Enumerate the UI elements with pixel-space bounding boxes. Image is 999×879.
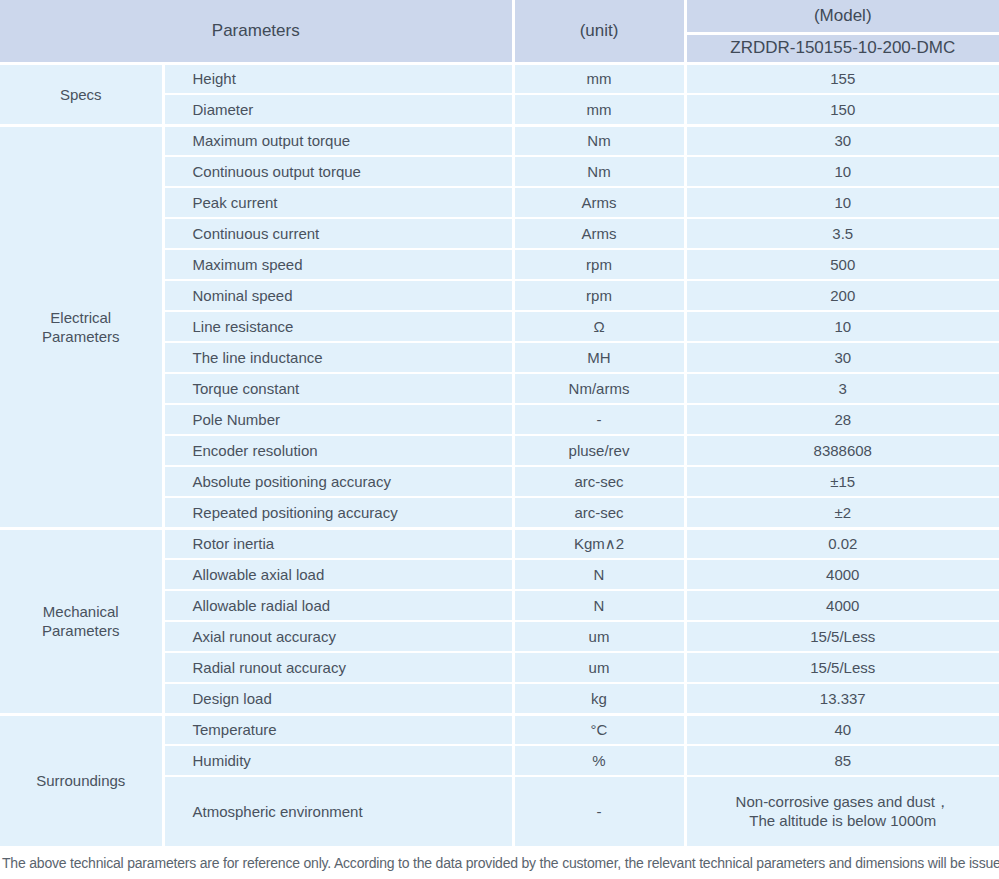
unit-cell: Ω <box>513 311 685 342</box>
unit-cell: Arms <box>513 187 685 218</box>
unit-cell: mm <box>513 63 685 94</box>
unit-cell: kg <box>513 683 685 714</box>
unit-cell: Nm <box>513 156 685 187</box>
value-cell: 15/5/Less <box>685 621 999 652</box>
value-cell: 150 <box>685 94 999 125</box>
param-cell: Diameter <box>163 94 513 125</box>
unit-cell: °C <box>513 714 685 745</box>
spec-sheet: Parameters (unit) (Model) ZRDDR-150155-1… <box>0 0 999 871</box>
value-cell: 155 <box>685 63 999 94</box>
param-cell: Axial runout accuracy <box>163 621 513 652</box>
value-cell: 85 <box>685 745 999 776</box>
unit-cell: % <box>513 745 685 776</box>
section-label: Electrical Parameters <box>0 125 163 528</box>
param-cell: The line inductance <box>163 342 513 373</box>
unit-cell: um <box>513 652 685 683</box>
unit-cell: - <box>513 404 685 435</box>
value-cell: ±15 <box>685 466 999 497</box>
param-cell: Torque constant <box>163 373 513 404</box>
param-cell: Repeated positioning accuracy <box>163 497 513 528</box>
value-cell: 4000 <box>685 559 999 590</box>
unit-cell: N <box>513 559 685 590</box>
footnote: The above technical parameters are for r… <box>0 855 999 871</box>
value-cell: 15/5/Less <box>685 652 999 683</box>
table-row: Electrical ParametersMaximum output torq… <box>0 125 999 156</box>
value-cell: 13.337 <box>685 683 999 714</box>
section-label: Specs <box>0 63 163 125</box>
unit-cell: - <box>513 776 685 847</box>
unit-cell: mm <box>513 94 685 125</box>
header-row-1: Parameters (unit) (Model) <box>0 0 999 33</box>
table-body: SpecsHeightmm155Diametermm150Electrical … <box>0 63 999 847</box>
value-cell: 10 <box>685 311 999 342</box>
unit-cell: rpm <box>513 280 685 311</box>
param-cell: Maximum output torque <box>163 125 513 156</box>
section-label: Surroundings <box>0 714 163 847</box>
param-cell: Nominal speed <box>163 280 513 311</box>
param-cell: Radial runout accuracy <box>163 652 513 683</box>
model-number: ZRDDR-150155-10-200-DMC <box>685 33 999 63</box>
param-cell: Allowable radial load <box>163 590 513 621</box>
value-cell: Non-corrosive gases and dust， The altitu… <box>685 776 999 847</box>
param-cell: Allowable axial load <box>163 559 513 590</box>
param-cell: Peak current <box>163 187 513 218</box>
value-cell: 10 <box>685 156 999 187</box>
value-cell: 10 <box>685 187 999 218</box>
value-cell: 30 <box>685 125 999 156</box>
unit-cell: arc-sec <box>513 497 685 528</box>
param-cell: Encoder resolution <box>163 435 513 466</box>
spec-table: Parameters (unit) (Model) ZRDDR-150155-1… <box>0 0 999 849</box>
unit-cell: Nm <box>513 125 685 156</box>
table-header: Parameters (unit) (Model) ZRDDR-150155-1… <box>0 0 999 63</box>
param-cell: Temperature <box>163 714 513 745</box>
unit-cell: pluse/rev <box>513 435 685 466</box>
model-column-header: (Model) <box>685 0 999 33</box>
section-label: Mechanical Parameters <box>0 528 163 714</box>
value-cell: 40 <box>685 714 999 745</box>
value-cell: 0.02 <box>685 528 999 559</box>
param-cell: Atmospheric environment <box>163 776 513 847</box>
table-row: SpecsHeightmm155 <box>0 63 999 94</box>
param-cell: Humidity <box>163 745 513 776</box>
unit-cell: um <box>513 621 685 652</box>
param-cell: Rotor inertia <box>163 528 513 559</box>
value-cell: 500 <box>685 249 999 280</box>
unit-cell: N <box>513 590 685 621</box>
unit-cell: rpm <box>513 249 685 280</box>
unit-cell: MH <box>513 342 685 373</box>
value-cell: 30 <box>685 342 999 373</box>
unit-cell: Arms <box>513 218 685 249</box>
table-row: SurroundingsTemperature°C40 <box>0 714 999 745</box>
param-cell: Line resistance <box>163 311 513 342</box>
table-row: Mechanical ParametersRotor inertiaKgm∧20… <box>0 528 999 559</box>
value-cell: 200 <box>685 280 999 311</box>
unit-cell: arc-sec <box>513 466 685 497</box>
value-cell: 8388608 <box>685 435 999 466</box>
value-cell: 28 <box>685 404 999 435</box>
value-cell: 3.5 <box>685 218 999 249</box>
unit-cell: Nm/arms <box>513 373 685 404</box>
param-cell: Absolute positioning accuracy <box>163 466 513 497</box>
param-cell: Height <box>163 63 513 94</box>
parameters-column-header: Parameters <box>0 0 513 63</box>
param-cell: Pole Number <box>163 404 513 435</box>
param-cell: Design load <box>163 683 513 714</box>
param-cell: Continuous current <box>163 218 513 249</box>
param-cell: Continuous output torque <box>163 156 513 187</box>
unit-cell: Kgm∧2 <box>513 528 685 559</box>
unit-column-header: (unit) <box>513 0 685 63</box>
value-cell: ±2 <box>685 497 999 528</box>
param-cell: Maximum speed <box>163 249 513 280</box>
value-cell: 4000 <box>685 590 999 621</box>
value-cell: 3 <box>685 373 999 404</box>
